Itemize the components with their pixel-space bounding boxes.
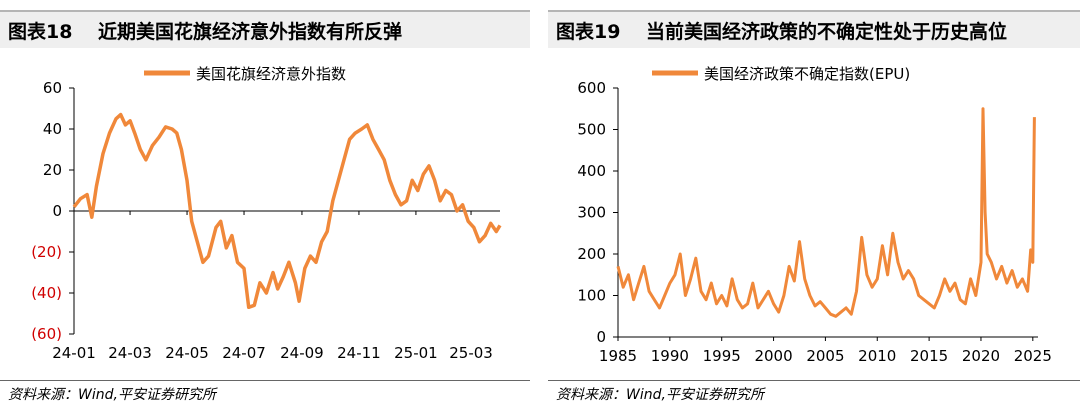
x-tick-label: 25-03 (449, 344, 493, 362)
source-divider (548, 380, 1080, 381)
legend-label: 美国经济政策不确定指数(EPU) (704, 65, 910, 83)
y-tick-label: 60 (43, 79, 62, 97)
y-tick-label: 200 (577, 245, 606, 263)
legend-label: 美国花旗经济意外指数 (196, 65, 346, 83)
x-tick-label: 1995 (703, 347, 741, 365)
series-line (72, 112, 502, 310)
y-tick-label: 20 (43, 161, 62, 179)
x-tick-label: 24-07 (222, 344, 266, 362)
y-tick-label: (20) (31, 243, 62, 261)
y-tick-label: (60) (31, 325, 62, 343)
y-tick-label: 0 (596, 328, 606, 346)
x-tick-label: 2015 (910, 347, 948, 365)
x-tick-label: 24-11 (337, 344, 381, 362)
y-tick-label: 40 (43, 120, 62, 138)
source-note: 资料来源：Wind,平安证券研究所 (8, 387, 216, 403)
citi-surprise-chart: 60 40 20 0 (20) (40) (60)24-01 24-03 24-05 24-07 2… (31, 65, 502, 362)
chart-panel-left: 图表18 近期美国花旗经济意外指数有所反弹 60 40 20 0 (20) (40) (60… (0, 0, 530, 420)
figure-title: 近期美国花旗经济意外指数有所反弹 (98, 21, 403, 43)
y-tick-label: 300 (577, 204, 606, 222)
figure-number: 图表18 (8, 21, 73, 43)
x-tick-label: 24-05 (165, 344, 209, 362)
x-tick-label: 2005 (806, 347, 844, 365)
x-tick-label: 2025 (1014, 347, 1052, 365)
x-tick-label: 1985 (599, 347, 637, 365)
y-tick-label: 100 (577, 287, 606, 305)
y-tick-label: 500 (577, 121, 606, 139)
x-tick-label: 2000 (754, 347, 792, 365)
series-line (616, 107, 1036, 318)
y-tick-label: (40) (31, 284, 62, 302)
source-divider (0, 380, 530, 381)
y-tick-label: 0 (52, 202, 62, 220)
chart-panel-right: 图表19 当前美国经济政策的不确定性处于历史高位 600 500 400 300 200… (548, 0, 1080, 420)
x-tick-label: 2010 (858, 347, 896, 365)
figure-number: 图表19 (556, 21, 621, 43)
x-tick-label: 2020 (962, 347, 1000, 365)
source-note: 资料来源：Wind,平安证券研究所 (556, 387, 764, 403)
x-tick-label: 25-01 (394, 344, 438, 362)
figure-header: 图表18 近期美国花旗经济意外指数有所反弹 (0, 10, 530, 48)
figure-header: 图表19 当前美国经济政策的不确定性处于历史高位 (548, 10, 1080, 48)
x-tick-label: 24-03 (108, 344, 152, 362)
x-tick-label: 1990 (651, 347, 689, 365)
x-tick-label: 24-09 (280, 344, 324, 362)
figure-title: 当前美国经济政策的不确定性处于历史高位 (646, 21, 1008, 43)
y-tick-label: 600 (577, 79, 606, 97)
x-tick-label: 24-01 (52, 344, 96, 362)
y-tick-label: 400 (577, 162, 606, 180)
